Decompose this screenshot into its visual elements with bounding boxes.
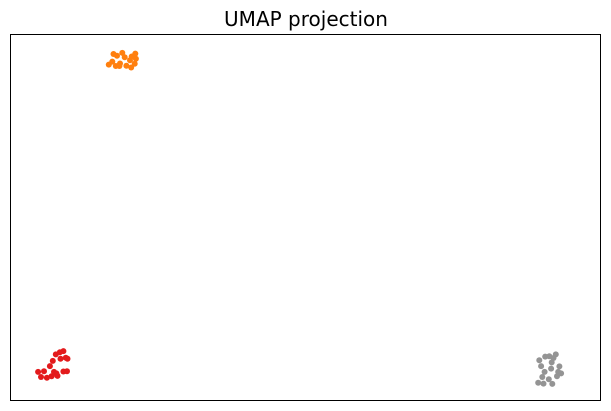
scatter-point-cluster2-9 <box>43 374 50 381</box>
scatter-point-cluster2-11 <box>48 373 55 380</box>
scatter-point-cluster1-3 <box>110 51 117 57</box>
scatter-point-cluster1-10 <box>128 64 135 71</box>
scatter-point-cluster3-7 <box>538 363 545 370</box>
scatter-point-cluster2-8 <box>41 368 47 375</box>
scatter-point-cluster2-15 <box>62 354 69 361</box>
scatter-point-cluster1-6 <box>121 54 128 61</box>
scatter-point-cluster3-15 <box>539 374 546 380</box>
scatter-point-cluster3-11 <box>556 363 563 370</box>
scatter-point-cluster2-18 <box>35 368 42 375</box>
scatter-point-cluster3-8 <box>548 365 555 372</box>
scatter-point-cluster1-11 <box>123 62 130 69</box>
scatter-point-cluster3-9 <box>541 368 548 375</box>
scatter-point-cluster3-4 <box>548 359 555 366</box>
chart-title: UMAP projection <box>224 7 388 31</box>
scatter-point-cluster2-2 <box>52 351 59 358</box>
scatter-point-cluster2-3 <box>60 348 67 355</box>
scatter-point-cluster2-16 <box>64 368 70 375</box>
scatter-point-cluster1-15 <box>105 61 112 68</box>
scatter-point-cluster2-6 <box>49 357 56 364</box>
scatter-point-cluster1-2 <box>119 49 126 56</box>
scatter-point-cluster3-16 <box>535 379 542 386</box>
scatter-point-cluster1-16 <box>112 63 119 69</box>
scatter-points <box>35 49 565 387</box>
plot-area <box>10 34 601 401</box>
scatter-point-cluster1-14 <box>132 50 139 57</box>
scatter-point-cluster3-6 <box>536 357 543 364</box>
scatter-point-cluster3-14 <box>545 376 552 383</box>
scatter-point-cluster2-5 <box>57 355 64 362</box>
scatter-point-cluster3-13 <box>554 373 560 380</box>
scatter-point-cluster3-5 <box>542 353 549 360</box>
scatter-point-cluster3-18 <box>549 380 556 387</box>
scatter-point-cluster2-7 <box>46 363 53 370</box>
scatter-point-cluster2-10 <box>38 374 44 380</box>
scatter-point-cluster3-17 <box>540 380 547 387</box>
scatter-point-cluster2-17 <box>53 370 60 377</box>
